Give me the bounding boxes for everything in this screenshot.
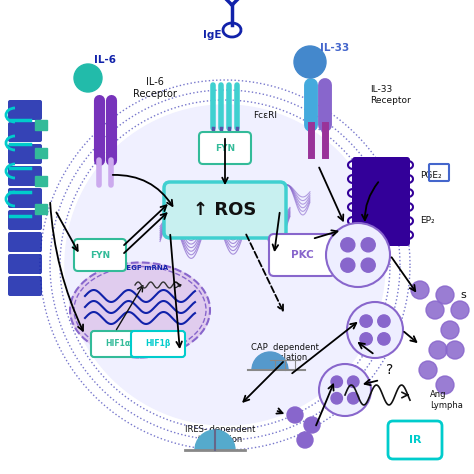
Circle shape <box>294 46 326 78</box>
Circle shape <box>360 315 372 327</box>
FancyBboxPatch shape <box>199 132 251 164</box>
FancyBboxPatch shape <box>8 232 42 252</box>
FancyBboxPatch shape <box>74 239 126 271</box>
Text: PGE₂: PGE₂ <box>420 171 442 180</box>
Circle shape <box>347 302 403 358</box>
Circle shape <box>436 376 454 394</box>
Circle shape <box>297 432 313 448</box>
Text: HIF1β: HIF1β <box>146 338 171 347</box>
Circle shape <box>347 392 359 404</box>
Circle shape <box>331 392 342 404</box>
Text: EP₂: EP₂ <box>420 216 435 225</box>
FancyBboxPatch shape <box>352 185 410 204</box>
FancyBboxPatch shape <box>8 210 42 230</box>
FancyBboxPatch shape <box>269 234 335 276</box>
Text: FYN: FYN <box>215 144 235 153</box>
Circle shape <box>378 315 390 327</box>
Circle shape <box>361 238 375 252</box>
Wedge shape <box>195 430 235 450</box>
Text: ↑ ROS: ↑ ROS <box>193 201 257 219</box>
Circle shape <box>319 364 371 416</box>
FancyBboxPatch shape <box>8 188 42 208</box>
Circle shape <box>429 341 447 359</box>
Text: IRES- dependent
translation: IRES- dependent translation <box>185 425 255 445</box>
Text: IL-6
Receptor: IL-6 Receptor <box>133 77 177 99</box>
Circle shape <box>436 286 454 304</box>
FancyBboxPatch shape <box>352 199 410 218</box>
FancyBboxPatch shape <box>352 171 410 190</box>
Circle shape <box>411 281 429 299</box>
Circle shape <box>419 361 437 379</box>
Circle shape <box>441 321 459 339</box>
Circle shape <box>347 376 359 387</box>
Circle shape <box>426 301 444 319</box>
Text: Ang
Lympha: Ang Lympha <box>430 390 463 410</box>
Text: CAP  dependent
translation: CAP dependent translation <box>251 343 319 363</box>
FancyBboxPatch shape <box>352 213 410 232</box>
FancyBboxPatch shape <box>131 331 185 357</box>
Circle shape <box>304 417 320 433</box>
Bar <box>35 120 47 130</box>
Circle shape <box>65 105 385 425</box>
Text: FYN: FYN <box>90 250 110 259</box>
Text: VEGF mRNA: VEGF mRNA <box>121 265 169 271</box>
Circle shape <box>331 376 342 387</box>
Bar <box>35 204 47 214</box>
Circle shape <box>326 223 390 287</box>
Bar <box>35 176 47 186</box>
FancyBboxPatch shape <box>352 157 410 176</box>
Circle shape <box>446 341 464 359</box>
FancyBboxPatch shape <box>164 182 286 238</box>
FancyBboxPatch shape <box>8 144 42 164</box>
FancyBboxPatch shape <box>91 331 145 357</box>
Text: IL-33: IL-33 <box>320 43 349 53</box>
Text: s: s <box>460 290 466 300</box>
Circle shape <box>287 407 303 423</box>
Circle shape <box>74 64 102 92</box>
Circle shape <box>341 238 355 252</box>
Bar <box>35 148 47 158</box>
Circle shape <box>341 258 355 272</box>
Wedge shape <box>252 352 288 370</box>
Circle shape <box>451 301 469 319</box>
Ellipse shape <box>70 263 210 357</box>
Circle shape <box>361 258 375 272</box>
FancyBboxPatch shape <box>8 100 42 120</box>
Circle shape <box>360 333 372 345</box>
Circle shape <box>378 333 390 345</box>
FancyBboxPatch shape <box>8 276 42 296</box>
FancyBboxPatch shape <box>8 122 42 142</box>
Text: HIF1α: HIF1α <box>105 338 130 347</box>
Text: PKC: PKC <box>291 250 313 260</box>
Text: ?: ? <box>386 363 393 377</box>
FancyBboxPatch shape <box>8 254 42 274</box>
FancyBboxPatch shape <box>388 421 442 459</box>
Text: IR: IR <box>409 435 421 445</box>
Text: FcεRI: FcεRI <box>253 110 277 119</box>
Text: IgE: IgE <box>203 30 221 40</box>
Text: IL-33
Receptor: IL-33 Receptor <box>370 85 411 105</box>
Text: IL-6: IL-6 <box>94 55 116 65</box>
FancyBboxPatch shape <box>352 227 410 246</box>
FancyBboxPatch shape <box>8 166 42 186</box>
